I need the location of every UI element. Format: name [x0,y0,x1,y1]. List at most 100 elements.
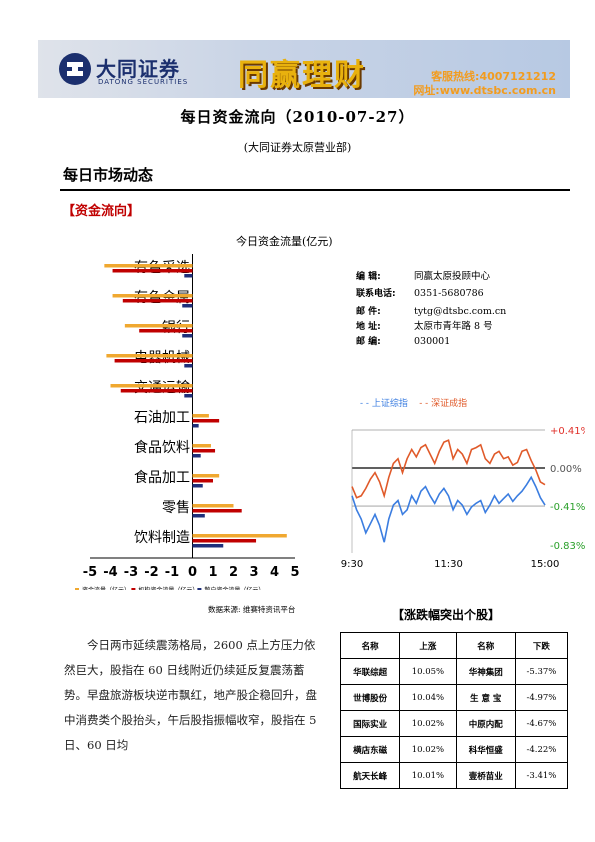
x-tick-label: 5 [290,565,299,580]
pct-up: 10.05% [399,658,457,685]
logo-subtext: DATONG SECURITIES [98,78,189,86]
header-banner: 大同证券 DATONG SECURITIES 同赢理财 客服热线:4007121… [38,40,570,98]
datong-logo-icon [59,53,91,85]
legend-label: 散户资金流量（亿元） [204,586,264,590]
x-tick-label: 3 [249,565,258,580]
bar [182,304,193,308]
bar [192,509,242,513]
bar [139,329,193,333]
bar [192,514,205,518]
pct-down: -3.41% [514,762,569,789]
table-row: 世博股份 10.04% 生 意 宝 -4.97% [339,684,569,711]
header-up: 上涨 [399,632,457,659]
line-chart-legend: - - 上证综指 - - 深证成指 [360,399,468,409]
stock-name: 生 意 宝 [455,684,516,711]
category-label: 食品饮料 [134,439,190,456]
chart-title: 今日资金流量(亿元) [236,235,333,248]
x-tick-label: -4 [103,565,117,580]
bar [104,264,193,268]
x-tick-label: 2 [229,565,238,580]
pct-up: 10.04% [399,684,457,711]
stock-name: 壹桥苗业 [455,762,516,789]
bar [192,504,234,508]
table-title: 【涨跌幅突出个股】 [392,608,501,622]
bar [192,414,209,418]
y-tick-label: +0.41% [550,426,585,437]
category-label: 电器机械 [134,350,190,366]
stock-name: 华联综超 [339,658,401,685]
x-tick-label: -1 [165,565,179,580]
info-editor: 编 辑: 同赢太原投顾中心 [356,271,491,282]
info-address: 地 址: 太原市青年路 8 号 [356,321,493,332]
section-divider [60,189,570,191]
bar [192,484,203,488]
x-tick-label: 0 [188,565,197,580]
pct-down: -4.97% [514,684,569,711]
legend-swatch [197,588,202,590]
category-label: 食品加工 [134,469,190,486]
bar [192,424,199,428]
legend-label: 机构资金流量（亿元） [138,586,198,590]
pct-down: -4.67% [514,710,569,737]
pct-down: -5.37% [514,658,569,685]
bar [192,479,213,483]
bar [112,269,193,273]
legend-shenzhen: 深证成指 [431,399,468,409]
bar [192,444,211,448]
stock-name: 科华恒盛 [455,736,516,763]
bar [184,364,193,368]
page-subtitle: (大同证券太原营业部) [243,141,352,154]
stock-name: 华神集团 [455,658,516,685]
market-commentary: 今日两市延续震荡格局，2600 点上方压力依然巨大，股指在 60 日线附近仍续延… [64,638,317,752]
bar [106,354,193,358]
legend-swatch [75,588,79,590]
y-tick-label: -0.41% [550,502,585,513]
pct-up: 10.02% [399,736,457,763]
info-phone: 联系电话: 0351-5680786 [356,288,484,299]
brand-title: 同赢理财 [238,58,366,93]
bar [114,359,193,363]
header-down: 下跌 [514,632,569,659]
bar [112,294,193,298]
bar [124,324,193,328]
page-title: 每日资金流向（2010-07-27） [180,108,415,126]
pct-down: -4.22% [514,736,569,763]
bar [184,274,193,278]
subsection-title: 【资金流向】 [62,204,141,219]
stock-name: 中原内配 [455,710,516,737]
table-row: 横店东磁 10.02% 科华恒盛 -4.22% [339,736,569,763]
bar [192,454,201,458]
category-label: 银行 [162,320,190,336]
category-label: 饮料制造 [134,530,190,546]
bar [182,334,193,338]
bar [192,474,220,478]
legend-label: 资金流量（亿元） [82,586,130,590]
info-email: 邮 件: tytg@dtsbc.com.cn [356,306,507,317]
info-postcode: 邮 编: 030001 [356,336,451,347]
bar [192,419,220,423]
stock-name: 世博股份 [339,684,401,711]
x-tick-label: -3 [124,565,138,580]
stock-name: 国际实业 [339,710,401,737]
bar [110,384,193,388]
bar [192,449,216,453]
x-tick-label: 15:00 [531,559,560,570]
bar [192,534,287,538]
category-label: 零售 [162,500,190,516]
table-row: 华联综超 10.05% 华神集团 -5.37% [339,658,569,685]
hotline-text: 客服热线:4007121212 [431,70,556,83]
x-tick-label: -2 [144,565,158,580]
y-tick-label: -0.83% [550,541,585,552]
bar [120,389,193,393]
x-tick-label: 9:30 [341,559,363,570]
category-label: 石油加工 [134,410,190,426]
legend-shanghai: 上证综指 [371,399,408,409]
section-title: 每日市场动态 [63,166,154,184]
shanghai-index-line [351,475,546,543]
stock-name: 横店东磁 [339,736,401,763]
y-tick-label: 0.00% [550,464,582,475]
x-tick-label: -5 [83,565,97,580]
x-tick-label: 11:30 [434,559,463,570]
legend-swatch [131,588,136,590]
bar [122,299,193,303]
